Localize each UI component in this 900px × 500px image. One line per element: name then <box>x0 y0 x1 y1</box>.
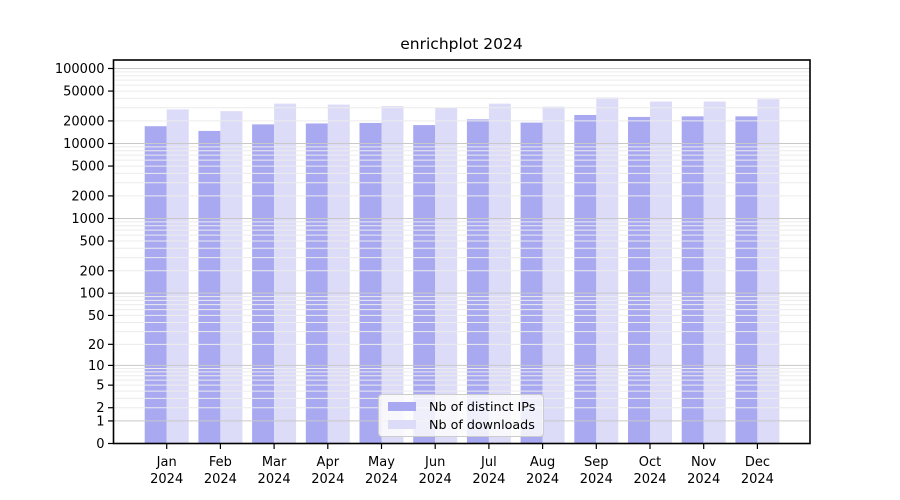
bar-jan-downloads <box>166 109 189 444</box>
y-tick-label: 5000 <box>71 160 104 175</box>
bar-jun-distinct-ips <box>413 125 436 444</box>
bar-oct-distinct-ips <box>628 116 650 444</box>
x-tick-label-year: 2024 <box>741 472 774 487</box>
y-tick-label: 0 <box>96 437 104 452</box>
y-tick-label: 20000 <box>63 114 104 129</box>
legend-item-distinct-ips: Nb of distinct IPs <box>385 399 537 414</box>
bar-jul-distinct-ips <box>466 119 489 444</box>
chart-title: enrichplot 2024 <box>400 35 523 53</box>
x-tick-label-month: May <box>368 455 395 470</box>
x-tick-label-year: 2024 <box>580 472 613 487</box>
y-tick-label: 200 <box>80 264 105 279</box>
y-tick-label: 100 <box>80 287 105 302</box>
x-tick-label-month: Feb <box>209 455 232 470</box>
bar-nov-downloads <box>703 101 726 444</box>
y-tick-label: 1000 <box>71 212 104 227</box>
bar-aug-distinct-ips <box>520 122 543 444</box>
bar-jan-distinct-ips <box>144 126 167 444</box>
y-tick-label: 500 <box>80 235 105 250</box>
x-tick-label-year: 2024 <box>258 472 291 487</box>
bar-feb-distinct-ips <box>198 130 221 444</box>
legend-swatch-distinct-ips <box>388 402 416 411</box>
bars-layer <box>144 97 780 444</box>
y-tick-label: 1 <box>96 414 104 429</box>
bar-oct-downloads <box>650 101 672 444</box>
x-tick-label-month: Apr <box>317 455 340 470</box>
x-tick-label-month: Nov <box>691 455 717 470</box>
bar-may-distinct-ips <box>359 122 382 444</box>
bar-dec-downloads <box>757 99 780 444</box>
bar-sep-distinct-ips <box>574 114 597 444</box>
x-tick-label-year: 2024 <box>311 472 344 487</box>
x-tick-label-year: 2024 <box>687 472 720 487</box>
x-tick-label-month: Jun <box>424 455 445 470</box>
x-tick-label-year: 2024 <box>419 472 452 487</box>
bar-dec-distinct-ips <box>735 116 758 444</box>
y-tick-label: 10000 <box>63 137 104 152</box>
bar-apr-downloads <box>327 104 350 444</box>
x-tick-label-month: Sep <box>584 455 609 470</box>
y-tick-label: 5 <box>96 379 104 394</box>
legend-item-downloads: Nb of downloads <box>385 417 537 432</box>
legend: Nb of distinct IPs Nb of downloads <box>378 394 544 437</box>
legend-label-distinct-ips: Nb of distinct IPs <box>429 399 536 414</box>
grid-layer <box>113 67 810 422</box>
x-tick-label-month: Mar <box>262 455 287 470</box>
plot-border <box>112 59 811 445</box>
bar-may-downloads <box>381 106 404 444</box>
x-tick-label-month: Dec <box>745 455 770 470</box>
bar-jun-downloads <box>435 107 458 444</box>
legend-swatch-downloads <box>388 420 416 429</box>
x-tick-label-year: 2024 <box>365 472 398 487</box>
bar-nov-distinct-ips <box>681 116 704 444</box>
x-tick-label-year: 2024 <box>526 472 559 487</box>
bar-feb-downloads <box>220 111 243 444</box>
x-tick-label-year: 2024 <box>204 472 237 487</box>
y-tick-label: 50 <box>88 309 105 324</box>
y-tick-label: 100000 <box>55 62 105 77</box>
x-tick-label-year: 2024 <box>472 472 505 487</box>
y-tick-label: 20 <box>88 338 105 353</box>
x-tick-label-month: Aug <box>530 455 555 470</box>
y-tick-label: 2000 <box>71 189 104 204</box>
bar-mar-downloads <box>274 103 297 444</box>
bar-aug-downloads <box>542 106 565 444</box>
bar-jul-downloads <box>488 103 511 444</box>
x-tick-label-month: Jul <box>480 455 497 470</box>
y-tick-label: 50000 <box>63 85 104 100</box>
legend-label-downloads: Nb of downloads <box>429 417 535 432</box>
bar-apr-distinct-ips <box>305 123 328 444</box>
y-tick-label: 2 <box>96 401 104 416</box>
x-tick-label-month: Oct <box>639 455 661 470</box>
x-tick-label-year: 2024 <box>633 472 666 487</box>
x-tick-label-month: Jan <box>156 455 177 470</box>
y-tick-label: 10 <box>88 359 105 374</box>
x-tick-label-year: 2024 <box>150 472 183 487</box>
bar-mar-distinct-ips <box>252 124 275 444</box>
axis-layer: 1000005000020000100005000200010005002001… <box>55 59 811 487</box>
